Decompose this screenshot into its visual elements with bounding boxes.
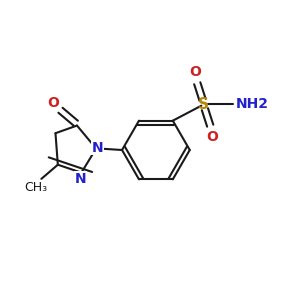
Text: S: S [198,97,209,112]
Text: O: O [189,65,201,79]
Text: CH₃: CH₃ [24,181,47,194]
Text: N: N [92,141,103,154]
Text: N: N [75,172,86,186]
Text: O: O [47,96,59,110]
Text: NH2: NH2 [236,97,269,111]
Text: O: O [207,130,218,144]
